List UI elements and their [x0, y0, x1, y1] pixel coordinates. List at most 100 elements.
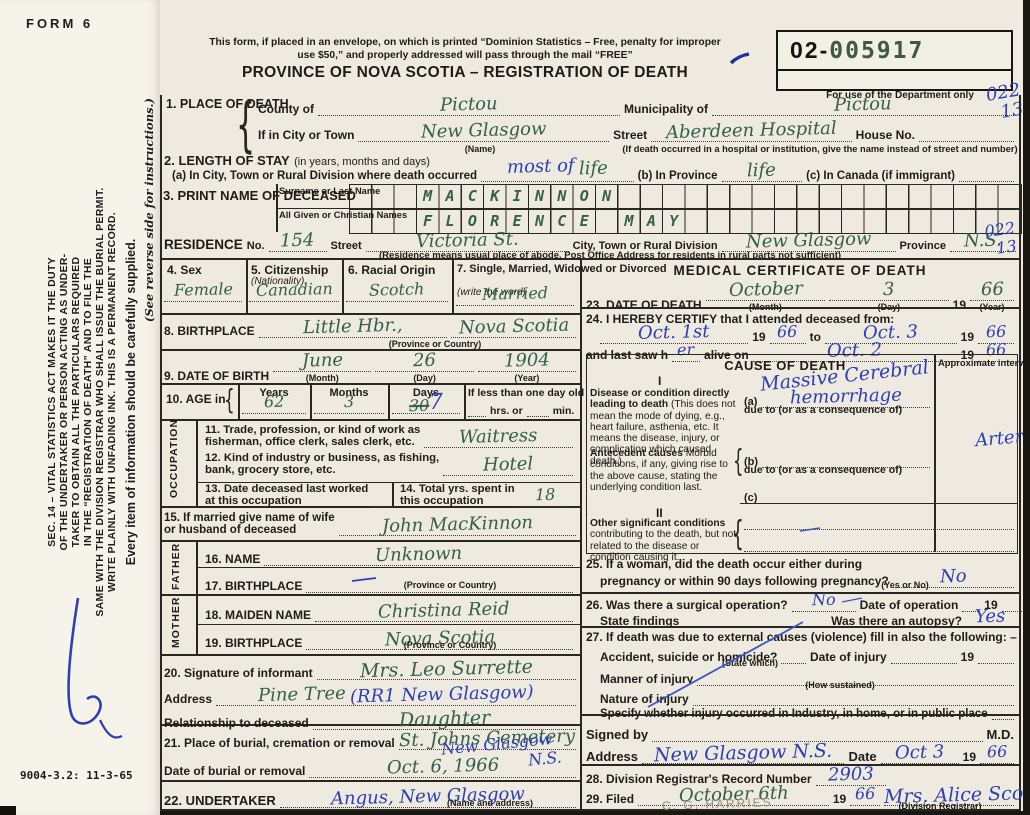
filed-year-value: 66	[854, 783, 876, 804]
notice-line: SEC. 14 – VITAL STATISTICS ACT MAKES IT …	[46, 257, 58, 547]
maiden-name-field: Christina Reid	[315, 598, 573, 623]
cause-b-brace: {	[733, 444, 744, 479]
cause-desc-1-bold: Disease or condition directly leading to…	[590, 388, 730, 411]
see-reverse-note: (See reverse side for instructions.)	[142, 98, 156, 323]
total-yrs-label-2: this occupation	[400, 495, 484, 507]
occupation-side-label: OCCUPATION	[168, 418, 180, 498]
racial-origin-value: Scotch	[369, 279, 425, 300]
physician-signature-field	[652, 726, 983, 742]
injury-year-field	[978, 648, 1014, 664]
filed-year-field: 66	[850, 784, 881, 806]
stay-a-field: most of life	[481, 155, 634, 182]
total-yrs-value: 18	[534, 484, 556, 505]
age-years-field: 62	[242, 392, 306, 414]
notice-line: IN THE “REGISTRATION OF DEATH” AND TO FI…	[82, 257, 94, 547]
form-number-label: FORM 6	[26, 16, 94, 31]
form-title: PROVINCE OF NOVA SCOTIA – REGISTRATION O…	[241, 64, 689, 81]
place-of-death-label: 1. PLACE OF DEATH	[166, 97, 289, 111]
last-saw-field: Oct. 2	[752, 339, 957, 362]
city-town-value: New Glasgow	[420, 118, 547, 143]
death-year-value: 66	[980, 278, 1004, 301]
death-year-field: 66	[970, 279, 1014, 301]
stay-a-value-2: life	[578, 157, 609, 180]
maiden-name-value: Christina Reid	[378, 598, 510, 623]
mother-side-label: MOTHER	[170, 596, 182, 649]
cause-desc-1-rest: (This does not mean the mode of dying, e…	[590, 399, 736, 467]
residence-province-label: Province	[899, 240, 946, 252]
other-conditions-rest: contributing to the death, but not relat…	[590, 529, 737, 563]
scan-edge-right	[1023, 0, 1030, 815]
age-years-header: Years	[259, 387, 289, 399]
from-year-field: 66	[769, 322, 806, 344]
last-saw-label-2: alive on	[704, 348, 749, 362]
stay-b-field: life	[721, 160, 803, 182]
dob-month-caption: (Month)	[305, 373, 339, 383]
cause-c-label: (c)	[744, 492, 758, 504]
signed-date-value: Oct 3	[894, 741, 945, 764]
yes-or-no-caption: (Yes or No)	[881, 580, 929, 590]
filed-year-prefix: 19	[832, 792, 847, 806]
trade-value: Waitress	[459, 424, 539, 449]
manner-field	[697, 670, 1014, 686]
dob-year-group: 1904 (Year)	[477, 349, 577, 383]
signed-by-label: Signed by	[586, 727, 649, 742]
last-saw-year-field: 66	[978, 340, 1014, 362]
stay-c-field	[959, 166, 1015, 182]
signed-year-value: 66	[986, 741, 1008, 762]
operation-year-field	[1001, 596, 1030, 612]
sex-field: Female	[164, 279, 242, 302]
age-hours-field	[468, 401, 486, 417]
to-year-value: 66	[985, 321, 1007, 342]
age-minutes-field	[526, 401, 549, 417]
total-yrs-label-1: 14. Total yrs. spent in	[400, 483, 515, 495]
last-worked-label-2: at this occupation	[205, 495, 302, 507]
residence-no-value: 154	[280, 229, 315, 252]
informant-address-value-2: (RR1 New Glasgow)	[349, 681, 535, 708]
informant-address-label: Address	[164, 692, 213, 706]
industry-label-2: bank, grocery store, etc.	[205, 464, 336, 476]
other-conditions-field-2	[744, 536, 1014, 552]
spouse-label-1: 15. If married give name of wife	[164, 512, 335, 524]
specify-field	[991, 704, 1014, 720]
street-value: Aberdeen Hospital	[665, 117, 837, 144]
birthplace-label: 8. BIRTHPLACE	[164, 324, 255, 338]
last-worked-field	[372, 491, 391, 507]
stay-a-value-1: most of	[506, 155, 575, 178]
age-days-struck-value: 30	[408, 395, 430, 416]
print-name-label: 3. PRINT NAME OF DECEASED	[163, 188, 356, 203]
cause-b-label: (b)	[744, 456, 759, 468]
other-conditions-desc: Other significant conditions contributin…	[590, 518, 740, 563]
operation-year-prefix: 19	[984, 598, 998, 612]
maiden-name-label: 18. MAIDEN NAME	[205, 608, 312, 622]
record-number-label: 28. Division Registrar's Record Number	[586, 772, 812, 786]
antecedent-desc-rest: Morbid conditions, if any, giving rise t…	[590, 448, 728, 493]
operation-date-field	[962, 596, 981, 612]
antecedent-desc-bold: Antecedent causes	[590, 448, 683, 459]
injury-date-label: Date of injury	[809, 650, 887, 664]
informant-address-field: Pine Tree (RR1 New Glasgow)	[216, 682, 576, 707]
age-days-field: 307	[392, 390, 460, 416]
operation-value: No	[811, 589, 836, 610]
operation-label: 26. Was there a surgical operation?	[586, 598, 788, 612]
age-brace: {	[224, 383, 235, 416]
notice-line: TAKER TO OBTAIN ALL THE PARTICULARS REQU…	[70, 256, 82, 548]
to-label: to	[809, 330, 821, 344]
father-name-field: Unknown	[264, 543, 573, 566]
racial-origin-label: 6. Racial Origin	[348, 263, 436, 277]
cause-a-label: (a)	[744, 396, 758, 408]
marital-status-sublabel: (write the word)	[457, 287, 526, 298]
trade-label-1: 11. Trade, profession, or kind of work a…	[205, 424, 421, 436]
residence-city-value: New Glasgow	[745, 228, 872, 253]
notice-line: WRITE PLAINLY WITH UNFADING INK. THIS IS…	[106, 211, 118, 593]
death-year-prefix: 19	[952, 298, 966, 312]
record-number-value: 2903	[827, 763, 874, 786]
serial-number-stamp: 005917	[829, 38, 925, 64]
city-town-field: New Glasgow	[358, 118, 610, 143]
marital-status-label: 7. Single, Married, Widowed or Divorced	[457, 263, 667, 275]
cause-title: CAUSE OF DEATH	[724, 358, 846, 373]
surname-sublabel: Surname or Last Name	[279, 186, 381, 196]
physician-address-value: New Glasgow N.S.	[653, 739, 833, 767]
residence-street-field: Victoria St.	[365, 229, 569, 252]
dob-year-value: 1904	[503, 349, 551, 372]
stay-c-label: (c) In Canada (if immigrant)	[806, 170, 956, 182]
